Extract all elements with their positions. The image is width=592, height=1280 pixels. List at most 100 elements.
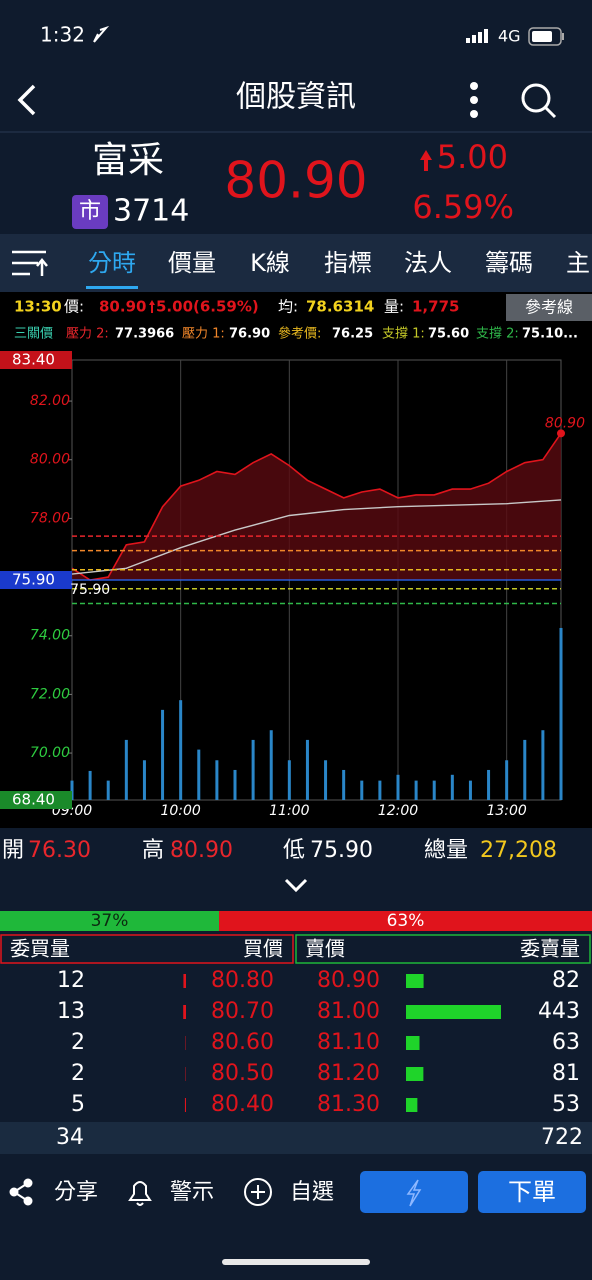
share-label[interactable]: 分享 <box>54 1180 98 1205</box>
bid-price: 80.80 <box>211 968 274 993</box>
info-price: 80.90 <box>99 298 146 316</box>
level-value: 76.90 <box>229 327 270 342</box>
sort-icon[interactable] <box>12 250 48 276</box>
sell-volume: 53 <box>552 1092 580 1117</box>
price-line <box>71 432 562 581</box>
stat-value: 80.90 <box>170 838 233 863</box>
y-tick-label: 74.00 <box>30 628 70 644</box>
info-time: 13:30 <box>14 298 62 316</box>
stat-value: 27,208 <box>480 838 557 863</box>
level-value: 77.3966 <box>115 327 174 342</box>
buy-volume: 12 <box>57 968 85 993</box>
info-vol: 1,775 <box>412 298 459 316</box>
book-header: 委買量 <box>10 937 70 961</box>
level-name: 支撐 2: <box>476 327 519 342</box>
tab[interactable]: 籌碼 <box>485 249 533 277</box>
bid-price: 80.60 <box>211 1030 274 1055</box>
sell-volume: 443 <box>538 999 580 1024</box>
order-label[interactable]: 下單 <box>508 1178 556 1206</box>
order-button[interactable] <box>478 1171 586 1213</box>
last-dot <box>557 429 565 438</box>
sell-header-box <box>295 934 591 964</box>
sell-volume: 81 <box>552 1061 580 1086</box>
volume-bar <box>88 770 92 800</box>
buy-volume: 2 <box>71 1030 85 1055</box>
level-value: 75.60 <box>428 327 469 342</box>
buy-ratio-bar <box>0 911 220 931</box>
market-badge <box>72 195 108 229</box>
volume-bar <box>161 709 165 800</box>
sell-volume-bar <box>406 1005 501 1019</box>
prev-close-label: 75.90 <box>12 571 55 589</box>
alert-label[interactable]: 警示 <box>170 1180 214 1205</box>
stat-value: 75.90 <box>310 838 373 863</box>
buy-ratio-label: 37% <box>91 911 129 931</box>
x-tick-label: 11:00 <box>269 803 309 819</box>
volume-bar <box>541 730 545 800</box>
book-header: 賣價 <box>305 937 345 961</box>
average-line <box>71 499 562 575</box>
tab[interactable]: 分時 <box>88 249 136 277</box>
back-button[interactable] <box>17 84 36 116</box>
tab[interactable]: 價量 <box>168 249 216 277</box>
stat-label: 高 <box>142 838 164 863</box>
ask-price: 80.90 <box>317 968 380 993</box>
volume-bar <box>251 739 255 800</box>
volume-bar <box>70 780 74 800</box>
volume-bar <box>233 769 237 800</box>
total-buy: 34 <box>56 1125 84 1150</box>
level-value: 75.10... <box>522 327 578 342</box>
bid-price: 80.70 <box>211 999 274 1024</box>
bid-price: 80.40 <box>211 1092 274 1117</box>
home-indicator <box>222 1259 370 1265</box>
y-tick-label: 80.00 <box>30 452 70 468</box>
y-tick-label: 78.00 <box>30 510 70 526</box>
info-avg-label: 均: <box>278 298 298 316</box>
stock-price: 80.90 <box>224 152 367 210</box>
ask-price: 81.10 <box>317 1030 380 1055</box>
search-button[interactable] <box>521 83 557 119</box>
volume-bar <box>378 780 382 800</box>
sell-volume-bar <box>406 1098 418 1112</box>
tab[interactable]: K線 <box>250 249 290 277</box>
bid-price: 80.50 <box>211 1061 274 1086</box>
page-title: 個股資訊 <box>236 80 356 115</box>
volume-bar <box>142 760 146 800</box>
more-button[interactable] <box>470 82 478 118</box>
level-name: 壓力 1: <box>182 327 225 342</box>
watch-icon[interactable] <box>244 1178 272 1206</box>
totals-band <box>0 1122 592 1154</box>
location-icon <box>93 25 110 43</box>
sell-volume-bar <box>406 1036 420 1050</box>
book-header: 買價 <box>243 937 283 961</box>
expand-button[interactable] <box>284 878 308 893</box>
lightning-icon <box>406 1179 422 1207</box>
volume-bar <box>450 774 454 800</box>
info-vol-label: 量: <box>384 298 404 316</box>
buy-volume: 5 <box>71 1092 85 1117</box>
market-label: 市 <box>79 199 101 224</box>
volume-bar <box>505 760 509 800</box>
info-change: 5.00(6.59%) <box>156 298 259 316</box>
battery-tip <box>562 33 564 40</box>
sell-volume-bar <box>406 974 424 988</box>
battery-icon <box>528 27 562 46</box>
watch-label[interactable]: 自選 <box>290 1180 334 1205</box>
ref-line-button[interactable] <box>506 294 592 321</box>
tab[interactable]: 指標 <box>324 249 372 277</box>
share-icon[interactable] <box>9 1178 33 1206</box>
volume-bar <box>324 760 328 800</box>
tab[interactable]: 主 <box>566 249 590 277</box>
volume-bar <box>106 780 110 800</box>
tab[interactable]: 法人 <box>404 249 452 277</box>
alert-icon[interactable] <box>128 1181 152 1206</box>
info-avg: 78.6314 <box>306 298 374 316</box>
signal-icon <box>466 29 488 43</box>
quick-order-button[interactable] <box>360 1171 468 1213</box>
y-tick-label: 72.00 <box>30 686 70 702</box>
volume-bar <box>523 739 527 800</box>
stat-label: 開 <box>2 838 24 863</box>
volume-bar <box>342 769 346 800</box>
y-tick-label: 68.40 <box>12 791 55 809</box>
stat-value: 76.30 <box>28 838 91 863</box>
